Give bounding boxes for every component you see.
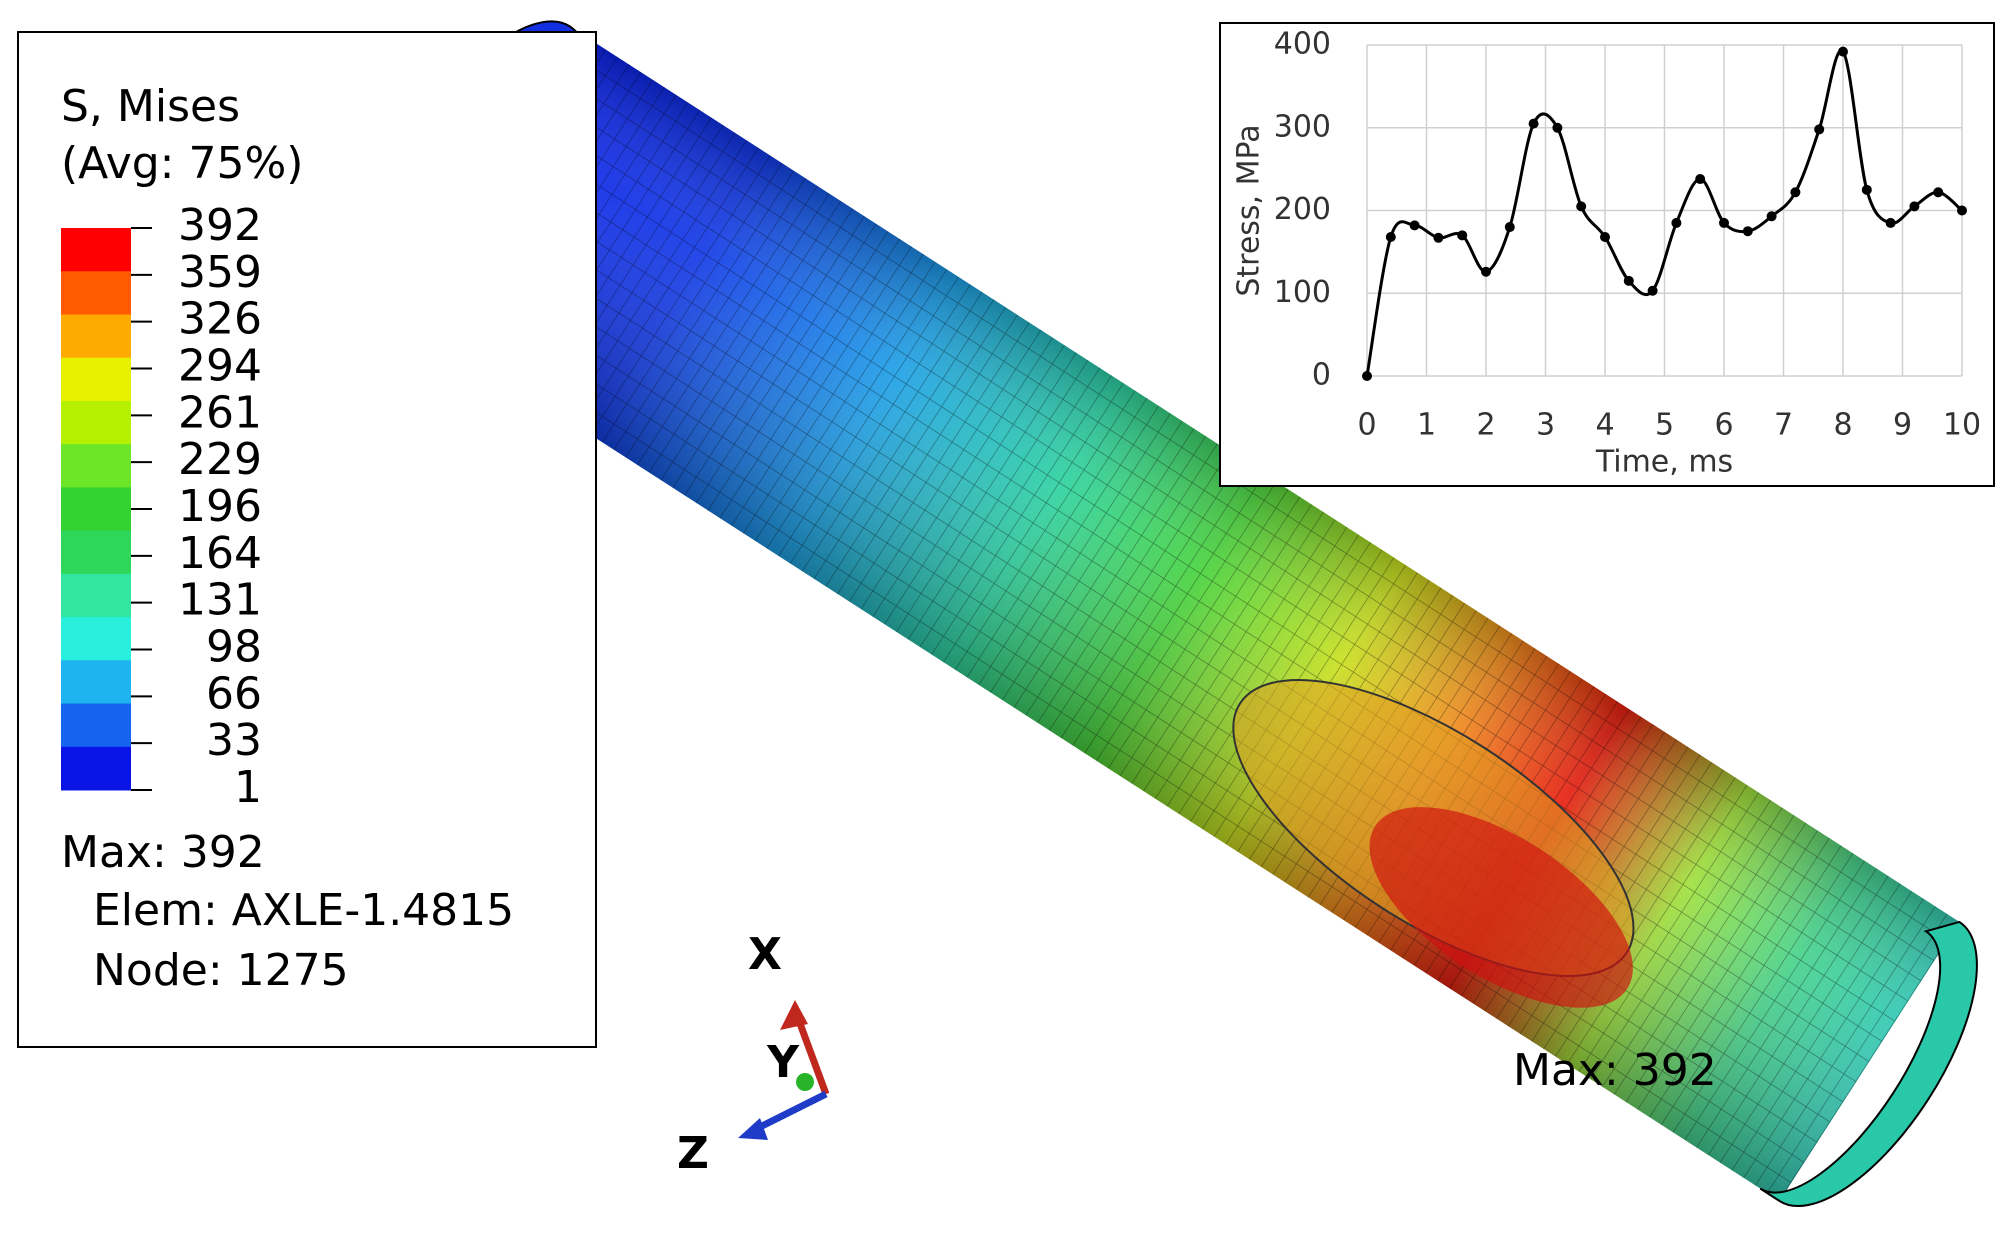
level-label: 261	[178, 387, 262, 438]
legend-elem: Elem: AXLE-1.4815	[93, 885, 514, 936]
level-label: 294	[178, 341, 262, 392]
data-point	[1909, 201, 1920, 212]
x-arrow-head	[780, 1000, 808, 1030]
z-axis-label: Z	[677, 1128, 709, 1179]
legend-node: Node: 1275	[93, 945, 349, 996]
y-tick-label: 200	[1274, 192, 1331, 227]
data-point	[1838, 46, 1848, 57]
legend-subtitle: (Avg: 75%)	[61, 138, 303, 189]
hot-spot	[1369, 807, 1633, 1008]
color-cell	[61, 444, 131, 488]
data-point	[1552, 122, 1563, 133]
data-point	[1623, 275, 1634, 286]
color-cell	[61, 357, 131, 402]
x-tick-label: 10	[1943, 408, 1981, 443]
x-tick-label: 9	[1893, 408, 1912, 443]
data-point	[1576, 201, 1587, 212]
data-point	[1790, 187, 1801, 198]
data-point	[1814, 124, 1825, 135]
level-label: 131	[178, 575, 262, 626]
data-point	[1719, 217, 1729, 228]
data-point	[1766, 211, 1777, 222]
data-point	[1885, 217, 1896, 228]
x-axis-title: Time, ms	[1595, 445, 1733, 480]
color-cell	[61, 487, 131, 532]
level-label: 392	[178, 200, 262, 251]
data-point	[1957, 205, 1967, 216]
color-cell	[61, 660, 131, 705]
legend-title: S, Mises	[61, 81, 240, 132]
data-point	[1409, 220, 1420, 231]
data-point	[1528, 118, 1539, 129]
level-label: 1	[234, 762, 262, 813]
data-point	[1362, 371, 1372, 381]
data-point	[1504, 222, 1515, 233]
data-point	[1861, 184, 1872, 195]
level-label: 66	[206, 668, 262, 719]
tube-cut-end	[1759, 920, 1978, 1208]
x-tick-label: 2	[1476, 408, 1495, 443]
legend-max: Max: 392	[61, 827, 265, 878]
y-tick-label: 100	[1274, 275, 1331, 310]
data-point	[1933, 187, 1944, 198]
x-tick-label: 1	[1417, 408, 1436, 443]
y-tick-label: 0	[1312, 358, 1331, 393]
color-cell	[61, 271, 131, 315]
level-label: 229	[178, 434, 262, 485]
y-axis-label: Y	[766, 1037, 800, 1088]
x-tick-label: 6	[1714, 408, 1733, 443]
color-cell	[61, 400, 131, 445]
inset-box	[1219, 22, 1995, 487]
color-cell	[61, 314, 131, 359]
y-tick-label: 300	[1274, 109, 1331, 144]
color-cell	[61, 573, 131, 618]
color-cell	[61, 746, 131, 791]
y-axis-title: Stress, MPa	[1232, 124, 1267, 296]
model-max-label: Max: 392	[1513, 1045, 1717, 1096]
level-label: 326	[178, 294, 262, 345]
x-tick-label: 3	[1536, 408, 1555, 443]
data-point	[1671, 217, 1682, 228]
x-axis-label: X	[748, 929, 782, 980]
data-point	[1385, 231, 1396, 242]
data-point	[1481, 266, 1491, 277]
color-cell	[61, 617, 131, 661]
data-point	[1433, 232, 1444, 243]
data-point	[1600, 231, 1610, 242]
data-point	[1742, 226, 1753, 237]
x-tick-label: 4	[1595, 408, 1614, 443]
data-point	[1647, 285, 1658, 296]
color-cell	[61, 703, 131, 748]
x-tick-label: 7	[1774, 408, 1793, 443]
level-label: 33	[206, 715, 262, 766]
axis-triad: X Y Z	[677, 929, 830, 1179]
data-point	[1457, 230, 1468, 241]
x-tick-label: 8	[1833, 408, 1852, 443]
x-tick-label: 5	[1655, 408, 1674, 443]
data-point	[1695, 174, 1706, 185]
level-label: 359	[178, 247, 262, 298]
z-arrow-head	[738, 1118, 768, 1140]
x-tick-label: 0	[1357, 408, 1376, 443]
level-label: 98	[206, 622, 262, 673]
level-label: 164	[178, 528, 262, 579]
y-dot	[796, 1073, 814, 1091]
tube-model	[371, 20, 1978, 1208]
color-cell	[61, 530, 131, 575]
y-tick-label: 400	[1274, 27, 1331, 62]
level-label: 196	[178, 481, 262, 532]
color-cell	[61, 228, 131, 272]
